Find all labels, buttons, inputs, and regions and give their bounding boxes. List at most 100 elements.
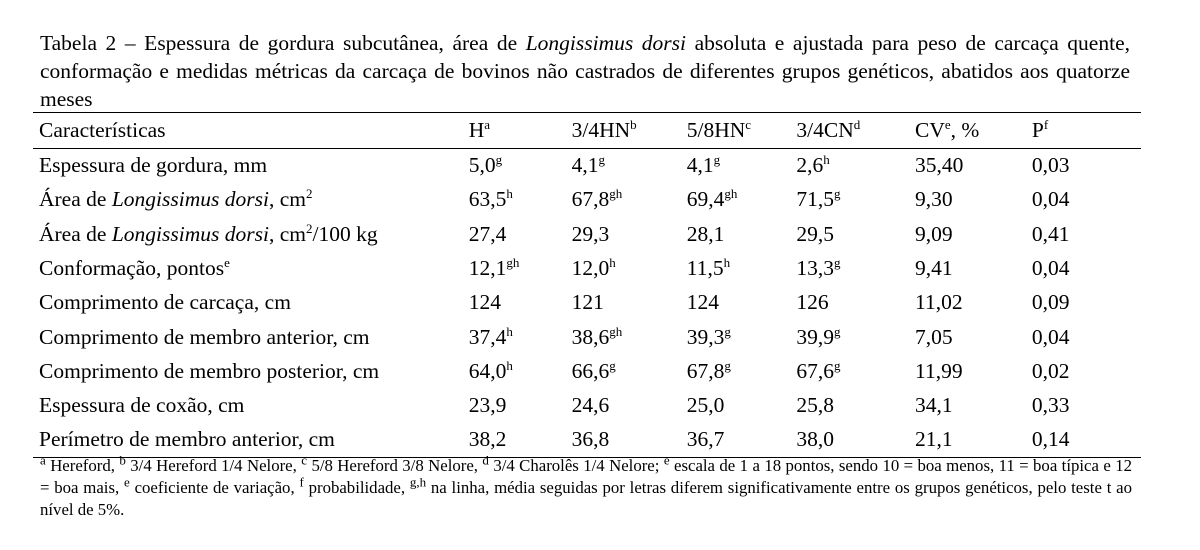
table-cell: 0,04 <box>1031 256 1070 281</box>
caption-suffix: absoluta e ajustada para peso de carcaça… <box>40 31 1130 111</box>
footnote-mark: a <box>40 452 46 468</box>
table-cell: 24,6 <box>571 393 610 418</box>
table-cell: 12,1gh <box>468 254 520 281</box>
footnote-mark: e <box>663 452 670 468</box>
footnote-text: 3/4 Hereford 1/4 Nelore, <box>125 456 302 475</box>
header-row: Características Ha 3/4HNb 5/8HNc 3/4CNd … <box>33 112 1141 149</box>
table-row: Conformação, pontose 12,1gh 12,0h 11,5h 13,3… <box>33 251 1141 285</box>
table-row: Comprimento de carcaça, cm 124 121 124 126 11… <box>33 286 1141 320</box>
row-label: Comprimento de carcaça, cm <box>39 290 291 315</box>
table-row: Perímetro de membro anterior, cm 38,2 36,8… <box>33 422 1141 458</box>
table-cell: 0,04 <box>1031 324 1070 349</box>
footnote-mark: g,h <box>409 474 427 490</box>
table-cell: 38,2 <box>462 422 566 458</box>
table-row: Área de Longissimus dorsi, cm2 63,5h 67,8g… <box>33 183 1141 217</box>
header-3-4hn: 3/4HNb <box>565 112 681 149</box>
table-cell: 25,0 <box>686 393 725 418</box>
table-cell: 38,0 <box>790 422 909 458</box>
table-cell: 29,3 <box>571 221 610 246</box>
table-cell: 0,41 <box>1031 221 1070 246</box>
table-cell: 5,0g <box>468 152 503 178</box>
footnote-mark: b <box>119 452 126 468</box>
table-cell: 25,8 <box>796 393 835 418</box>
table-cell: 39,3g <box>686 323 731 349</box>
table-cell: 23,9 <box>468 393 507 418</box>
header-5-8hn: 5/8HNc <box>680 112 791 149</box>
table-cell: 71,5g <box>796 186 841 212</box>
footnote-mark: f <box>299 474 304 490</box>
row-label: Conformação, pontose <box>39 254 230 281</box>
row-label: Área de Longissimus dorsi, cm2/100 kg <box>39 220 378 246</box>
table-cell: 39,9g <box>796 323 841 349</box>
caption-italic: Longissimus dorsi <box>525 31 687 55</box>
table-cell: 124 <box>686 290 719 315</box>
table-cell: 66,6g <box>571 357 616 383</box>
table-cell: 27,4 <box>468 221 507 246</box>
footnote-mark: d <box>482 452 489 468</box>
footnote-text: escala de 1 a 18 pontos, sendo 10 = boa … <box>40 456 1133 497</box>
table-cell: 4,1g <box>686 152 721 178</box>
row-label: Comprimento de membro posterior, cm <box>39 358 380 383</box>
table-cell: 67,6g <box>796 357 841 383</box>
footnote-mark: c <box>301 452 308 468</box>
table-cell: 9,30 <box>915 187 953 212</box>
table-cell: 37,4h <box>468 323 513 349</box>
table-cell: 21,1 <box>909 422 1026 458</box>
data-table: Características Ha 3/4HNb 5/8HNc 3/4CNd … <box>33 112 1141 458</box>
table-cell: 36,7 <box>680 422 791 458</box>
table-cell: 121 <box>571 290 604 315</box>
header-caracteristicas: Características <box>33 112 463 149</box>
caption-prefix: Tabela 2 – Espessura de gordura subcutân… <box>40 31 526 55</box>
row-label: Comprimento de membro anterior, cm <box>39 324 370 349</box>
table-cell: 9,41 <box>915 256 953 281</box>
table-cell: 35,40 <box>915 153 964 178</box>
table-caption: Tabela 2 – Espessura de gordura subcutân… <box>40 29 1130 113</box>
table-cell: 9,09 <box>915 221 953 246</box>
header-cv: CVe, % <box>909 112 1026 149</box>
table-cell: 11,02 <box>915 290 963 315</box>
table-cell: 4,1g <box>571 152 605 178</box>
row-label: Área de Longissimus dorsi, cm2 <box>39 186 313 212</box>
row-label: Espessura de coxão, cm <box>39 393 245 418</box>
table-cell: 0,09 <box>1031 290 1070 315</box>
table-cell: 28,1 <box>686 221 725 246</box>
footnote-text: 5/8 Hereford 3/8 Nelore, <box>307 456 483 475</box>
table-cell: 11,5h <box>686 254 731 281</box>
table-row: Comprimento de membro anterior, cm 37,4h 3… <box>33 320 1141 354</box>
table-row: Área de Longissimus dorsi, cm2/100 kg 27,… <box>33 217 1141 251</box>
header-h: Ha <box>462 112 566 149</box>
row-label: Perímetro de membro anterior, cm <box>33 422 463 458</box>
footnote-text: probabilidade, <box>303 478 410 497</box>
footnote-text: coeficiente de variação, <box>129 478 300 497</box>
table-cell: 0,03 <box>1031 153 1070 178</box>
table-cell: 7,05 <box>915 324 953 349</box>
table-cell: 13,3g <box>796 254 841 281</box>
table-cell: 67,8g <box>686 357 731 383</box>
footnote-text: Hereford, <box>45 456 120 475</box>
table-cell: 12,0h <box>571 254 616 281</box>
footnote-text: 3/4 Charolês 1/4 Nelore; <box>488 456 664 475</box>
table-row: Espessura de gordura, mm 5,0g 4,1g 4,1g 2,6h… <box>33 149 1141 183</box>
table-cell: 0,33 <box>1031 393 1070 418</box>
table-cell: 63,5h <box>468 186 513 212</box>
table-cell: 0,02 <box>1031 358 1070 383</box>
table-cell: 36,8 <box>565 422 681 458</box>
table-cell: 0,14 <box>1025 422 1141 458</box>
table-cell: 34,1 <box>915 393 953 418</box>
table-cell: 2,6h <box>796 152 830 178</box>
table-cell: 11,99 <box>915 358 963 383</box>
row-label: Espessura de gordura, mm <box>39 153 268 178</box>
table-cell: 69,4gh <box>686 186 738 212</box>
header-3-4cn: 3/4CNd <box>790 112 909 149</box>
table-footnote: a Hereford, b 3/4 Hereford 1/4 Nelore, c… <box>40 452 1133 521</box>
table-cell: 29,5 <box>796 221 835 246</box>
table-row: Espessura de coxão, cm 23,9 24,6 25,0 25,8 34… <box>33 389 1141 423</box>
header-p: Pf <box>1025 112 1141 149</box>
table-cell: 0,04 <box>1031 187 1070 212</box>
table-cell: 38,6gh <box>571 323 623 349</box>
table-cell: 126 <box>796 290 829 315</box>
footnote-text: na linha, média seguidas por letras dife… <box>40 478 1133 519</box>
table-row: Comprimento de membro posterior, cm 64,0h… <box>33 354 1141 388</box>
footnote-mark: e <box>124 474 130 490</box>
